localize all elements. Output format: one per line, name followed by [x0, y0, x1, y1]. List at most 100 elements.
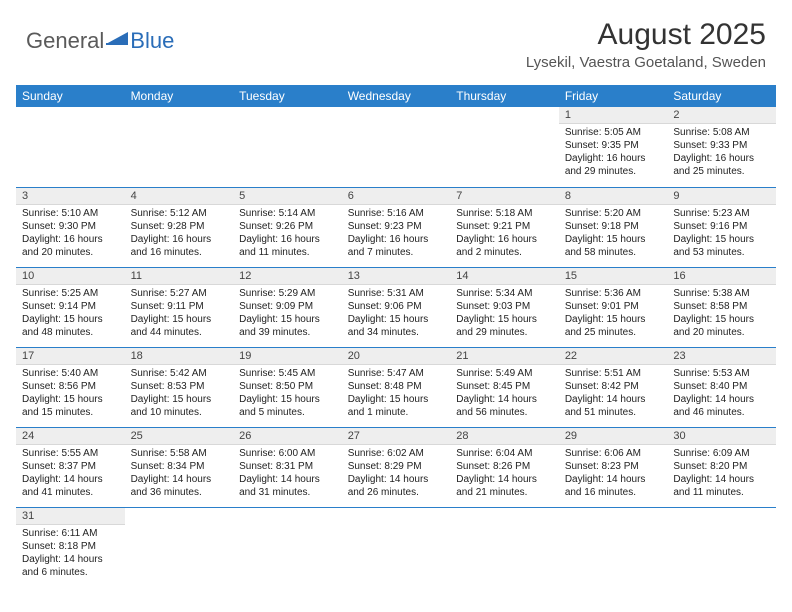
daylight-text: Daylight: 14 hours and 31 minutes.: [239, 473, 336, 499]
calendar-day-cell: 30Sunrise: 6:09 AMSunset: 8:20 PMDayligh…: [667, 427, 776, 507]
day-number: 10: [16, 268, 125, 285]
calendar-week-row: 31Sunrise: 6:11 AMSunset: 8:18 PMDayligh…: [16, 507, 776, 587]
daylight-text: Daylight: 15 hours and 20 minutes.: [673, 313, 770, 339]
day-info: Sunrise: 5:23 AMSunset: 9:16 PMDaylight:…: [667, 205, 776, 263]
sunrise-text: Sunrise: 5:08 AM: [673, 126, 770, 139]
sunrise-text: Sunrise: 5:42 AM: [131, 367, 228, 380]
sunset-text: Sunset: 9:01 PM: [565, 300, 662, 313]
weekday-header: Monday: [125, 85, 234, 107]
calendar-day-cell: ..: [342, 107, 451, 187]
calendar-day-cell: 22Sunrise: 5:51 AMSunset: 8:42 PMDayligh…: [559, 347, 668, 427]
sunrise-text: Sunrise: 6:02 AM: [348, 447, 445, 460]
calendar-day-cell: 18Sunrise: 5:42 AMSunset: 8:53 PMDayligh…: [125, 347, 234, 427]
sunset-text: Sunset: 9:30 PM: [22, 220, 119, 233]
day-info: Sunrise: 5:29 AMSunset: 9:09 PMDaylight:…: [233, 285, 342, 343]
sunset-text: Sunset: 9:35 PM: [565, 139, 662, 152]
sunrise-text: Sunrise: 5:53 AM: [673, 367, 770, 380]
page-title: August 2025: [526, 18, 766, 52]
day-number: 5: [233, 188, 342, 205]
day-info: Sunrise: 5:12 AMSunset: 9:28 PMDaylight:…: [125, 205, 234, 263]
day-number: 21: [450, 348, 559, 365]
location-subtitle: Lysekil, Vaestra Goetaland, Sweden: [526, 54, 766, 71]
calendar-week-row: 24Sunrise: 5:55 AMSunset: 8:37 PMDayligh…: [16, 427, 776, 507]
daylight-text: Daylight: 15 hours and 58 minutes.: [565, 233, 662, 259]
day-info: Sunrise: 6:00 AMSunset: 8:31 PMDaylight:…: [233, 445, 342, 503]
daylight-text: Daylight: 15 hours and 34 minutes.: [348, 313, 445, 339]
day-info: Sunrise: 5:05 AMSunset: 9:35 PMDaylight:…: [559, 124, 668, 182]
calendar-week-row: 17Sunrise: 5:40 AMSunset: 8:56 PMDayligh…: [16, 347, 776, 427]
sunrise-text: Sunrise: 5:49 AM: [456, 367, 553, 380]
day-number: 18: [125, 348, 234, 365]
sunset-text: Sunset: 8:48 PM: [348, 380, 445, 393]
daylight-text: Daylight: 15 hours and 53 minutes.: [673, 233, 770, 259]
day-number: 22: [559, 348, 668, 365]
daylight-text: Daylight: 16 hours and 29 minutes.: [565, 152, 662, 178]
sunset-text: Sunset: 8:45 PM: [456, 380, 553, 393]
day-number: 3: [16, 188, 125, 205]
day-info: Sunrise: 5:42 AMSunset: 8:53 PMDaylight:…: [125, 365, 234, 423]
sunrise-text: Sunrise: 6:00 AM: [239, 447, 336, 460]
day-info: Sunrise: 6:02 AMSunset: 8:29 PMDaylight:…: [342, 445, 451, 503]
day-number: 27: [342, 428, 451, 445]
sunset-text: Sunset: 9:09 PM: [239, 300, 336, 313]
day-number: 2: [667, 107, 776, 124]
day-number: 29: [559, 428, 668, 445]
sunrise-text: Sunrise: 6:06 AM: [565, 447, 662, 460]
day-info: Sunrise: 5:53 AMSunset: 8:40 PMDaylight:…: [667, 365, 776, 423]
calendar-day-cell: 14Sunrise: 5:34 AMSunset: 9:03 PMDayligh…: [450, 267, 559, 347]
day-number: 11: [125, 268, 234, 285]
calendar-day-cell: 5Sunrise: 5:14 AMSunset: 9:26 PMDaylight…: [233, 187, 342, 267]
sunset-text: Sunset: 9:28 PM: [131, 220, 228, 233]
sunset-text: Sunset: 9:33 PM: [673, 139, 770, 152]
daylight-text: Daylight: 14 hours and 41 minutes.: [22, 473, 119, 499]
sunrise-text: Sunrise: 5:12 AM: [131, 207, 228, 220]
sunset-text: Sunset: 8:42 PM: [565, 380, 662, 393]
weekday-header: Saturday: [667, 85, 776, 107]
calendar-body: ..........1Sunrise: 5:05 AMSunset: 9:35 …: [16, 107, 776, 587]
day-number: 23: [667, 348, 776, 365]
day-number: 31: [16, 508, 125, 525]
daylight-text: Daylight: 14 hours and 36 minutes.: [131, 473, 228, 499]
calendar-day-cell: 9Sunrise: 5:23 AMSunset: 9:16 PMDaylight…: [667, 187, 776, 267]
sunset-text: Sunset: 8:56 PM: [22, 380, 119, 393]
sunset-text: Sunset: 9:26 PM: [239, 220, 336, 233]
day-info: Sunrise: 5:58 AMSunset: 8:34 PMDaylight:…: [125, 445, 234, 503]
logo: General Blue: [26, 28, 174, 54]
sunset-text: Sunset: 8:53 PM: [131, 380, 228, 393]
calendar-day-cell: ..: [233, 507, 342, 587]
calendar-day-cell: ..: [342, 507, 451, 587]
sunset-text: Sunset: 9:03 PM: [456, 300, 553, 313]
sunset-text: Sunset: 8:18 PM: [22, 540, 119, 553]
calendar-head: SundayMondayTuesdayWednesdayThursdayFrid…: [16, 85, 776, 107]
sunrise-text: Sunrise: 5:40 AM: [22, 367, 119, 380]
daylight-text: Daylight: 15 hours and 29 minutes.: [456, 313, 553, 339]
calendar-day-cell: 8Sunrise: 5:20 AMSunset: 9:18 PMDaylight…: [559, 187, 668, 267]
day-info: Sunrise: 5:40 AMSunset: 8:56 PMDaylight:…: [16, 365, 125, 423]
day-info: Sunrise: 5:34 AMSunset: 9:03 PMDaylight:…: [450, 285, 559, 343]
day-info: Sunrise: 5:08 AMSunset: 9:33 PMDaylight:…: [667, 124, 776, 182]
sunrise-text: Sunrise: 5:25 AM: [22, 287, 119, 300]
calendar-day-cell: ..: [125, 107, 234, 187]
sunset-text: Sunset: 8:29 PM: [348, 460, 445, 473]
day-info: Sunrise: 5:16 AMSunset: 9:23 PMDaylight:…: [342, 205, 451, 263]
day-number: 16: [667, 268, 776, 285]
sunset-text: Sunset: 8:58 PM: [673, 300, 770, 313]
day-info: Sunrise: 6:06 AMSunset: 8:23 PMDaylight:…: [559, 445, 668, 503]
sunset-text: Sunset: 9:18 PM: [565, 220, 662, 233]
calendar-day-cell: 28Sunrise: 6:04 AMSunset: 8:26 PMDayligh…: [450, 427, 559, 507]
title-block: August 2025 Lysekil, Vaestra Goetaland, …: [526, 18, 766, 71]
calendar-day-cell: 6Sunrise: 5:16 AMSunset: 9:23 PMDaylight…: [342, 187, 451, 267]
logo-text-blue: Blue: [130, 28, 174, 54]
sunset-text: Sunset: 9:21 PM: [456, 220, 553, 233]
sunrise-text: Sunrise: 5:29 AM: [239, 287, 336, 300]
calendar-day-cell: 27Sunrise: 6:02 AMSunset: 8:29 PMDayligh…: [342, 427, 451, 507]
sunrise-text: Sunrise: 5:16 AM: [348, 207, 445, 220]
sunset-text: Sunset: 8:40 PM: [673, 380, 770, 393]
day-info: Sunrise: 5:20 AMSunset: 9:18 PMDaylight:…: [559, 205, 668, 263]
day-info: Sunrise: 5:55 AMSunset: 8:37 PMDaylight:…: [16, 445, 125, 503]
day-number: 7: [450, 188, 559, 205]
day-number: 12: [233, 268, 342, 285]
day-info: Sunrise: 5:31 AMSunset: 9:06 PMDaylight:…: [342, 285, 451, 343]
sunset-text: Sunset: 9:06 PM: [348, 300, 445, 313]
calendar-day-cell: ..: [667, 507, 776, 587]
